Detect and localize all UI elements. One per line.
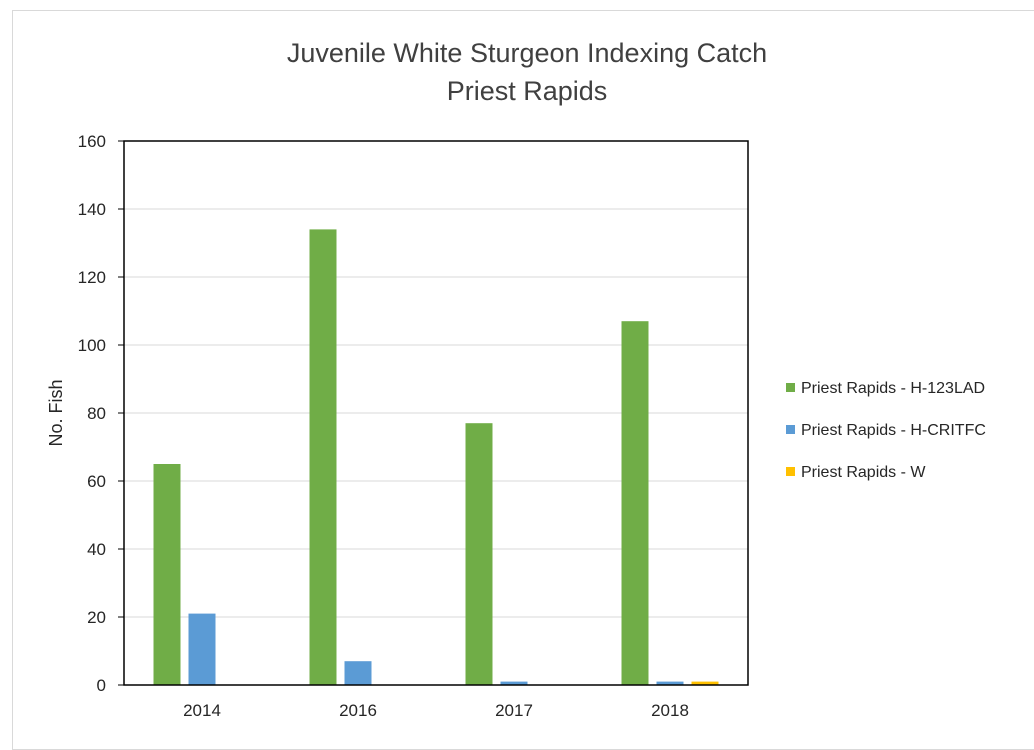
bar-chart: Juvenile White Sturgeon Indexing Catch P… (46, 38, 986, 720)
legend-label: Priest Rapids - H-123LAD (801, 380, 985, 397)
x-tick-label: 2016 (339, 701, 377, 720)
y-tick-label: 140 (78, 200, 106, 219)
bar (500, 681, 528, 685)
legend-label: Priest Rapids - H-CRITFC (801, 422, 986, 439)
x-tick-label: 2017 (495, 701, 533, 720)
y-tick-label: 120 (78, 268, 106, 287)
x-axis-ticks: 2014 2016 2017 2018 (183, 701, 689, 720)
y-tick-label: 160 (78, 132, 106, 151)
y-tick-label: 20 (87, 608, 106, 627)
y-tick-label: 40 (87, 540, 106, 559)
legend: Priest Rapids - H-123LAD Priest Rapids - … (786, 380, 986, 481)
y-axis-ticks: 0 20 40 60 80 100 120 140 160 (78, 132, 124, 695)
bar (188, 613, 216, 685)
y-tick-label: 0 (97, 676, 106, 695)
chart-title: Juvenile White Sturgeon Indexing Catch (287, 38, 767, 68)
legend-swatch (786, 383, 795, 392)
bar (309, 229, 337, 685)
bar (465, 423, 493, 685)
x-tick-label: 2014 (183, 701, 221, 720)
bar (656, 681, 684, 685)
bar (344, 661, 372, 685)
legend-swatch (786, 467, 795, 476)
chart-subtitle: Priest Rapids (447, 76, 608, 106)
bar (153, 464, 181, 685)
legend-label: Priest Rapids - W (801, 464, 926, 481)
gridlines (124, 208, 748, 618)
y-axis-label: No. Fish (46, 379, 66, 446)
bars (153, 229, 719, 685)
x-tick-label: 2018 (651, 701, 689, 720)
legend-swatch (786, 425, 795, 434)
bar (621, 321, 649, 685)
bar (691, 681, 719, 685)
y-tick-label: 60 (87, 472, 106, 491)
y-tick-label: 80 (87, 404, 106, 423)
y-tick-label: 100 (78, 336, 106, 355)
